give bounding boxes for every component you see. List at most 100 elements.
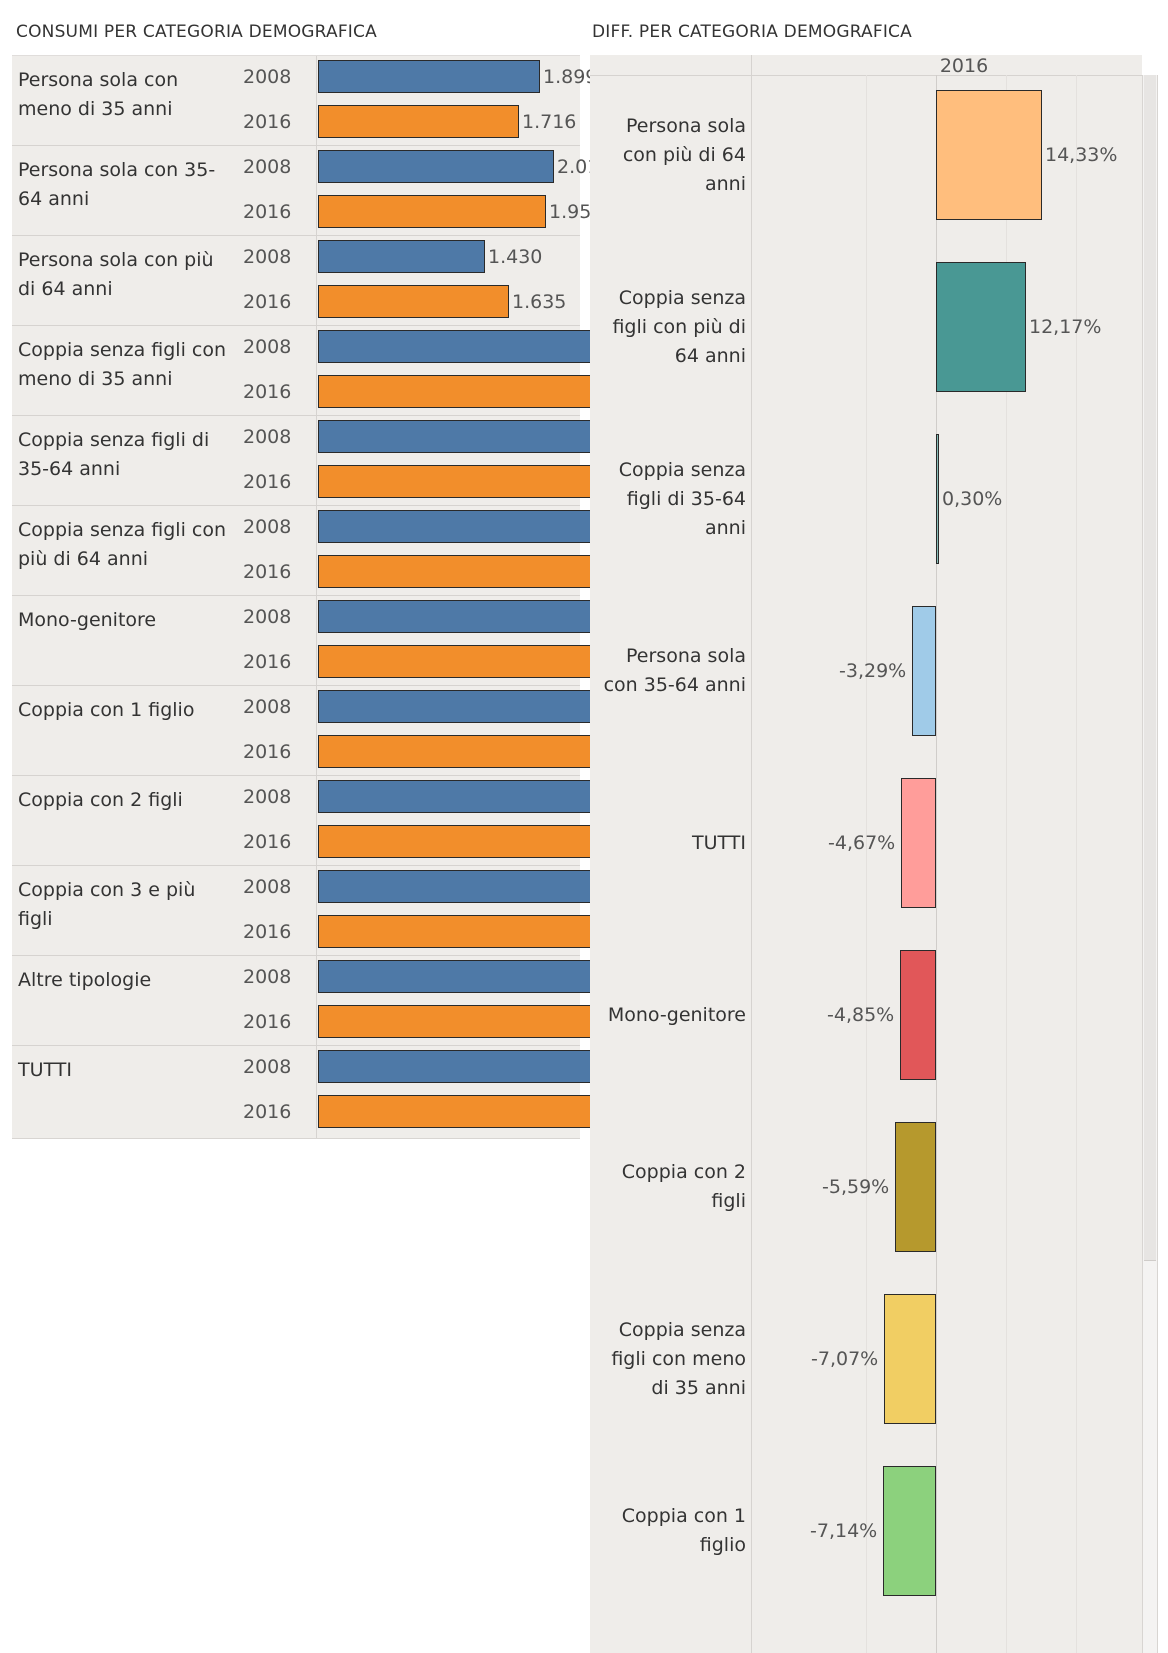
category-group: Persona sola con 35-64 anni 2008 2.018 2016… [12, 146, 611, 236]
label-divider [751, 55, 752, 1653]
difference-category-label: TUTTI [692, 832, 746, 854]
year-label: 2008 [243, 516, 292, 538]
category-label: Coppia con 1 figlio [18, 699, 195, 721]
bar-2016 [318, 375, 615, 408]
difference-category-label: Coppia con 2 figli [621, 1161, 746, 1212]
category-label: Coppia senza figli di 35-64 anni [18, 429, 210, 480]
zero-line [936, 75, 937, 1653]
year-label: 2008 [243, 1056, 292, 1078]
data-label: 1.899 [543, 66, 598, 88]
bar-2008 [318, 150, 554, 183]
bar-2016 [318, 195, 546, 228]
scrollbar-thumb[interactable] [1144, 75, 1156, 1261]
year-label: 2008 [243, 66, 292, 88]
year-label: 2016 [243, 381, 292, 403]
category-label: Coppia con 3 e più figli [18, 879, 196, 930]
difference-bar [895, 1122, 936, 1252]
category-group: Coppia senza figli con meno di 35 anni 20… [12, 326, 695, 416]
year-label: 2016 [243, 291, 292, 313]
bar-2016 [318, 105, 519, 138]
year-label: 2016 [243, 471, 292, 493]
category-label: Coppia senza figli con più di 64 anni [18, 519, 226, 570]
year-label: 2016 [243, 1011, 292, 1033]
bar-2008 [318, 510, 591, 543]
data-label: 1.430 [488, 246, 543, 268]
column-header-label: 2016 [939, 55, 989, 77]
difference-data-label: -4,85% [827, 1004, 895, 1026]
year-label: 2008 [243, 966, 292, 988]
difference-category-label: Persona sola con 35-64 anni [603, 645, 746, 696]
difference-bar [900, 950, 936, 1080]
difference-category-label: Persona sola con più di 64 anni [622, 115, 746, 195]
left-chart-title: CONSUMI PER CATEGORIA DEMOGRAFICA [16, 22, 377, 42]
bar-2016 [318, 555, 624, 588]
category-group: Persona sola con più di 64 anni 2008 1.430… [12, 236, 580, 326]
difference-data-label: -7,07% [811, 1348, 879, 1370]
consumption-chart: Persona sola con meno di 35 anni 2008 1.89… [12, 55, 796, 1139]
category-label: Persona sola con 35-64 anni [18, 159, 216, 210]
bar-2008 [318, 240, 485, 273]
group-separator [12, 1045, 580, 1046]
difference-data-label: -3,29% [839, 660, 907, 682]
gridline [1076, 75, 1077, 1653]
difference-data-label: -4,67% [828, 832, 896, 854]
difference-bar [912, 606, 936, 736]
bar-2016 [318, 1005, 627, 1038]
year-label: 2016 [243, 651, 292, 673]
difference-bar [884, 1294, 936, 1424]
group-separator [12, 235, 580, 236]
difference-bar [936, 90, 1042, 220]
scrollbar[interactable] [1142, 75, 1158, 1653]
year-label: 2016 [243, 201, 292, 223]
category-group: Coppia con 2 figli20083.44820163.256 [12, 776, 778, 866]
gridline [1006, 75, 1007, 1653]
data-label: 1.635 [512, 291, 567, 313]
data-label: 1.716 [522, 111, 577, 133]
category-label: Coppia con 2 figli [18, 789, 183, 811]
year-label: 2008 [243, 336, 292, 358]
difference-data-label: -5,59% [822, 1176, 890, 1198]
year-label: 2016 [243, 741, 292, 763]
bar-2008 [318, 60, 540, 93]
year-label: 2016 [243, 111, 292, 133]
difference-category-label: Coppia senza figli con meno di 35 anni [611, 1319, 746, 1399]
category-label: Mono-genitore [18, 609, 157, 631]
difference-bar [936, 262, 1026, 392]
category-group: Coppia con 1 figlio20083.22820162.997 [12, 686, 753, 776]
difference-data-label: 12,17% [1029, 316, 1102, 338]
difference-bar [936, 434, 939, 564]
difference-category-label: Mono-genitore [607, 1004, 746, 1026]
bar-2008 [318, 1050, 628, 1083]
group-separator [12, 955, 580, 956]
difference-chart: 2016 Persona sola con più di 64 anni 14,3… [590, 55, 1142, 1653]
category-group: Coppia senza figli di 35-64 anni20082.86… [12, 416, 711, 506]
category-label: Persona sola con più di 64 anni [18, 249, 214, 300]
category-label: Persona sola con meno di 35 anni [18, 69, 179, 120]
bar-2008 [318, 330, 638, 363]
year-label: 2016 [243, 1101, 292, 1123]
category-group: Coppia senza figli con più di 64 anni 200… [12, 506, 681, 596]
group-separator [12, 685, 580, 686]
year-label: 2008 [243, 246, 292, 268]
bar-2016 [318, 285, 509, 318]
bar-2008 [318, 600, 621, 633]
difference-data-label: -7,14% [810, 1520, 878, 1542]
difference-category-label: Coppia senza figli con più di 64 anni [612, 287, 746, 367]
group-separator [12, 595, 580, 596]
data-label: 1.952 [549, 201, 604, 223]
group-separator [12, 145, 580, 146]
column-header: 2016 [590, 55, 1142, 77]
bar-2016 [318, 645, 607, 678]
category-group: Persona sola con meno di 35 anni 2008 1.89… [12, 56, 597, 146]
year-label: 2008 [243, 876, 292, 898]
category-label: Coppia senza figli con meno di 35 anni [18, 339, 226, 390]
year-label: 2008 [243, 156, 292, 178]
group-separator [12, 865, 580, 866]
group-separator [12, 325, 580, 326]
category-label: Altre tipologie [18, 969, 152, 991]
group-separator [12, 505, 580, 506]
year-label: 2008 [243, 606, 292, 628]
year-label: 2008 [243, 696, 292, 718]
